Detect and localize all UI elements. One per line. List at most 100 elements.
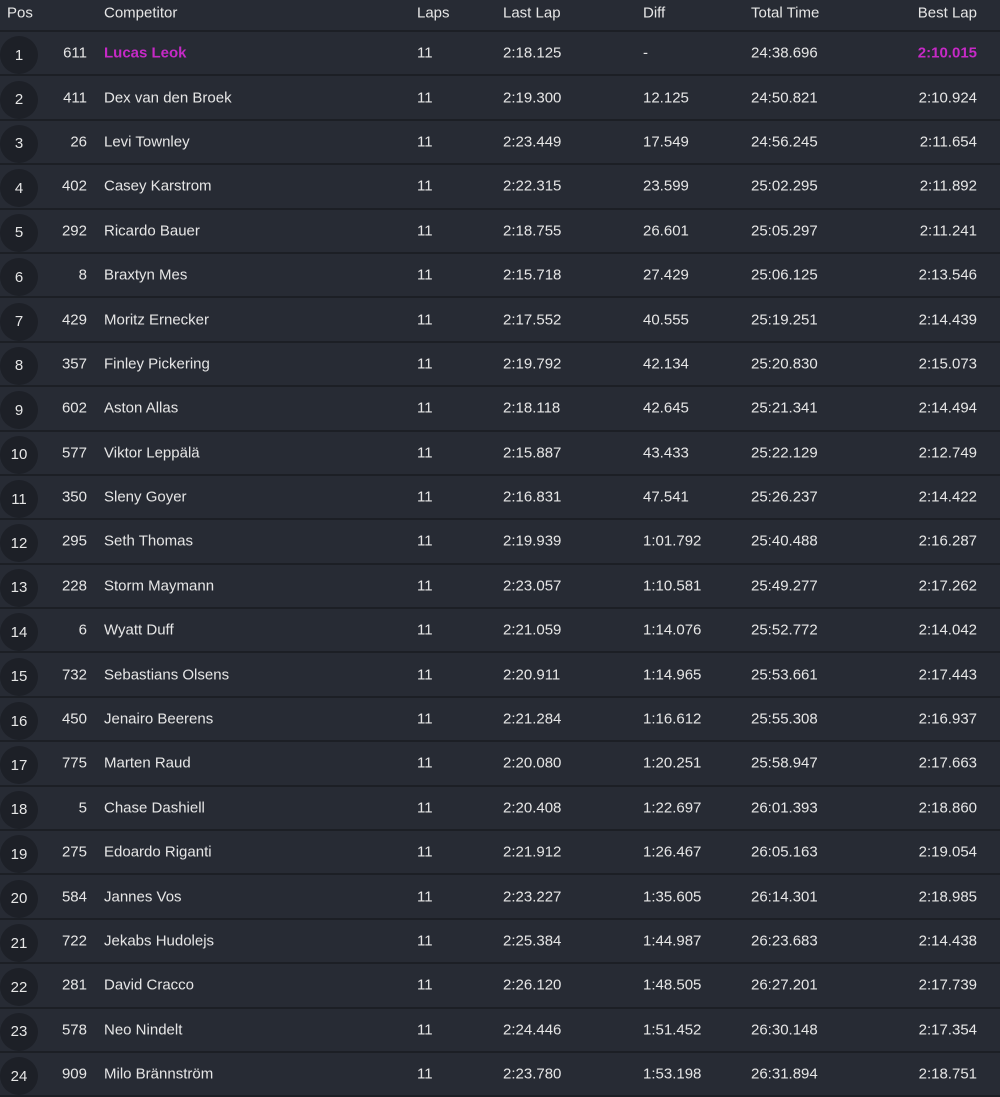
header-total-time[interactable]: Total Time [751, 4, 820, 22]
diff-cell: 43.433 [643, 444, 689, 462]
table-row[interactable]: 21 722 Jekabs Hudolejs 11 2:25.384 1:44.987 26… [0, 920, 1000, 965]
competitor-number: 578 [61, 1021, 87, 1039]
header-competitor[interactable]: Competitor [104, 4, 178, 22]
total-time-cell: 25:53.661 [751, 666, 818, 684]
competitor-number: 732 [61, 666, 87, 684]
diff-cell: 1:48.505 [643, 976, 702, 994]
table-row[interactable]: 23 578 Neo Nindelt 11 2:24.446 1:51.452 26:30.… [0, 1009, 1000, 1053]
table-row[interactable]: 8 357 Finley Pickering 11 2:19.792 42.134 25:2… [0, 343, 1000, 388]
table-row[interactable]: 13 228 Storm Maymann 11 2:23.057 1:10.581 25:4… [0, 565, 1000, 610]
laps-cell: 11 [417, 532, 433, 550]
best-lap-cell: 2:14.494 [918, 399, 977, 417]
total-time-cell: 26:01.393 [751, 799, 818, 817]
position-badge: 8 [0, 346, 38, 385]
header-best-lap[interactable]: Best Lap [917, 4, 977, 22]
competitor-name: Milo Brännström [104, 1065, 214, 1083]
competitor-name: Viktor Leppälä [104, 444, 200, 462]
header-last-lap[interactable]: Last Lap [503, 4, 561, 22]
last-lap-cell: 2:16.831 [503, 488, 562, 506]
best-lap-cell: 2:15.073 [918, 355, 977, 373]
laps-cell: 11 [417, 710, 433, 728]
competitor-name: Ricardo Bauer [104, 222, 200, 240]
table-row[interactable]: 12 295 Seth Thomas 11 2:19.939 1:01.792 25:40.… [0, 520, 1000, 565]
table-body: 1 611 Lucas Leok 11 2:18.125-24:38.696 2:10.0… [0, 32, 1000, 1097]
table-row[interactable]: 2 411 Dex van den Broek 11 2:19.300 12.125 24:… [0, 76, 1000, 121]
laps-cell: 11 [417, 932, 433, 950]
best-lap-cell: 2:14.422 [918, 488, 977, 506]
competitor-name: Seth Thomas [104, 532, 193, 550]
table-row[interactable]: 10 577 Viktor Leppälä 11 2:15.887 43.433 25:22… [0, 432, 1000, 476]
diff-cell: 40.555 [643, 311, 689, 329]
total-time-cell: 25:55.308 [751, 710, 818, 728]
diff-cell: 1:20.251 [643, 754, 702, 772]
total-time-cell: 25:02.295 [751, 177, 818, 195]
table-row[interactable]: 3 26 Levi Townley 11 2:23.449 17.549 24:56.245… [0, 121, 1000, 166]
competitor-number: 6 [78, 621, 87, 639]
table-row[interactable]: 5 292 Ricardo Bauer 11 2:18.755 26.601 25:05.2… [0, 210, 1000, 254]
diff-cell: 1:10.581 [643, 577, 702, 595]
total-time-cell: 25:19.251 [751, 311, 818, 329]
table-row[interactable]: 20 584 Jannes Vos 11 2:23.227 1:35.605 26:14.3… [0, 875, 1000, 920]
last-lap-cell: 2:21.912 [503, 843, 562, 861]
last-lap-cell: 2:15.718 [503, 266, 562, 284]
best-lap-cell: 2:17.354 [918, 1021, 977, 1039]
diff-cell: 1:14.965 [643, 666, 702, 684]
position-badge: 18 [0, 790, 38, 829]
table-row[interactable]: 4 402 Casey Karstrom 11 2:22.315 23.599 25:02.… [0, 165, 1000, 210]
laps-cell: 11 [417, 89, 433, 107]
table-row[interactable]: 9 602 Aston Allas 11 2:18.118 42.645 25:21.341… [0, 387, 1000, 432]
laps-cell: 11 [417, 577, 433, 595]
competitor-name: David Cracco [104, 976, 195, 994]
table-row[interactable]: 1 611 Lucas Leok 11 2:18.125 - 24:38.696 2:10.0… [0, 32, 1000, 77]
competitor-number: 722 [61, 932, 87, 950]
competitor-number: 450 [61, 710, 87, 728]
header-pos[interactable]: Pos [7, 4, 33, 22]
table-row[interactable]: 14 6 Wyatt Duff 11 2:21.059 1:14.076 25:52.772… [0, 609, 1000, 654]
header-laps[interactable]: Laps [417, 4, 450, 22]
total-time-cell: 25:06.125 [751, 266, 818, 284]
laps-cell: 11 [417, 621, 433, 639]
best-lap-cell: 2:17.663 [918, 754, 977, 772]
total-time-cell: 24:56.245 [751, 133, 818, 151]
competitor-number: 292 [61, 222, 87, 240]
diff-cell: 42.134 [643, 355, 689, 373]
table-row[interactable]: 19 275 Edoardo Riganti 11 2:21.912 1:26.467 26… [0, 831, 1000, 876]
best-lap-cell: 2:13.546 [918, 266, 977, 284]
table-row[interactable]: 17 775 Marten Raud 11 2:20.080 1:20.251 25:58.… [0, 742, 1000, 787]
competitor-number: 909 [61, 1065, 87, 1083]
total-time-cell: 25:20.830 [751, 355, 818, 373]
laps-cell: 11 [417, 888, 433, 906]
best-lap-cell: 2:11.654 [919, 133, 977, 151]
last-lap-cell: 2:15.887 [503, 444, 562, 462]
diff-cell: 1:16.612 [643, 710, 702, 728]
table-row[interactable]: 24 909 Milo Brännström 11 2:23.780 1:53.198 26… [0, 1053, 1000, 1097]
last-lap-cell: 2:20.408 [503, 799, 562, 817]
laps-cell: 11 [417, 976, 433, 994]
position-badge: 23 [0, 1012, 38, 1051]
table-row[interactable]: 16 450 Jenairo Beerens 11 2:21.284 1:16.612 25… [0, 698, 1000, 743]
table-row[interactable]: 11 350 Sleny Goyer 11 2:16.831 47.541 25:26.23… [0, 476, 1000, 521]
total-time-cell: 26:14.301 [751, 888, 818, 906]
best-lap-cell: 2:18.985 [918, 888, 977, 906]
best-lap-cell: 2:12.749 [918, 444, 977, 462]
table-row[interactable]: 22 281 David Cracco 11 2:26.120 1:48.505 26:27… [0, 964, 1000, 1009]
position-badge: 1 [0, 36, 38, 75]
table-header: Pos Competitor Laps Last Lap Diff Total … [0, 0, 1000, 32]
table-row[interactable]: 7 429 Moritz Ernecker 11 2:17.552 40.555 25:19… [0, 298, 1000, 343]
position-badge: 19 [0, 835, 38, 874]
competitor-number: 295 [61, 532, 87, 550]
header-diff[interactable]: Diff [643, 4, 666, 22]
total-time-cell: 26:05.163 [751, 843, 818, 861]
competitor-number: 275 [61, 843, 87, 861]
laps-cell: 11 [417, 666, 433, 684]
last-lap-cell: 2:23.227 [503, 888, 562, 906]
table-row[interactable]: 6 8 Braxtyn Mes 11 2:15.718 27.429 25:06.125 2:… [0, 254, 1000, 299]
table-row[interactable]: 18 5 Chase Dashiell 11 2:20.408 1:22.697 26:01… [0, 787, 1000, 832]
best-lap-cell: 2:18.751 [918, 1065, 977, 1083]
best-lap-cell: 2:14.438 [918, 932, 977, 950]
total-time-cell: 24:38.696 [751, 44, 818, 62]
position-badge: 21 [0, 924, 38, 962]
table-row[interactable]: 15 732 Sebastians Olsens 11 2:20.911 1:14.965… [0, 653, 1000, 698]
position-badge: 9 [0, 391, 38, 430]
